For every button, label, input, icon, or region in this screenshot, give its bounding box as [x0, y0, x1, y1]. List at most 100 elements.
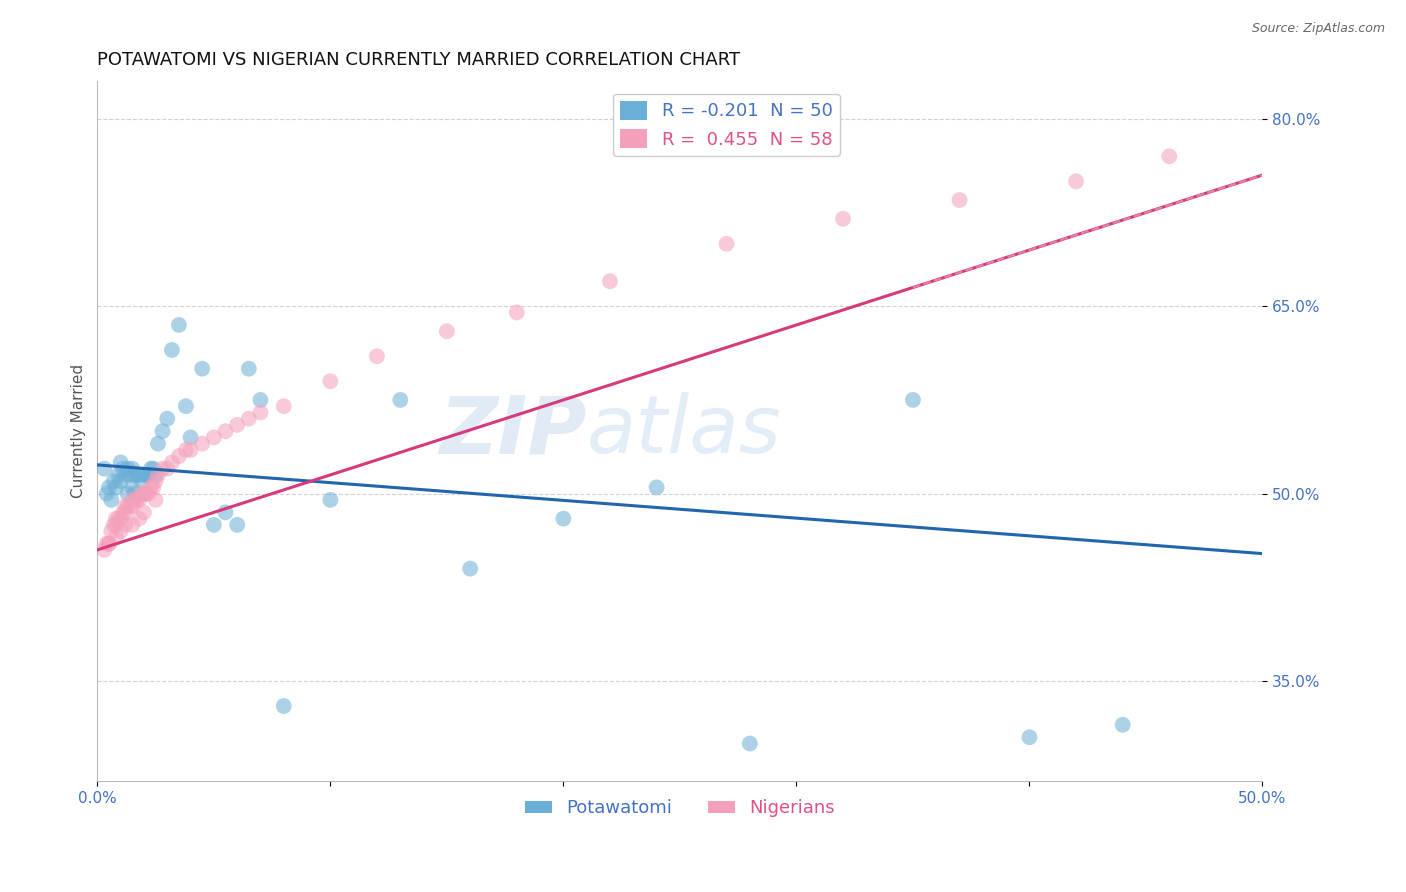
Point: [389, 392, 412, 407]
Text: Source: ZipAtlas.com: Source: ZipAtlas.com: [1251, 22, 1385, 36]
Point: [160, 455, 183, 469]
Point: [152, 424, 174, 438]
Point: [553, 511, 575, 525]
Point: [93, 461, 115, 475]
Point: [104, 511, 127, 525]
Point: [167, 318, 190, 332]
Point: [131, 486, 153, 500]
Point: [174, 399, 197, 413]
Point: [121, 480, 143, 494]
Point: [180, 430, 202, 444]
Point: [98, 480, 121, 494]
Point: [128, 467, 150, 482]
Point: [121, 492, 143, 507]
Point: [1064, 174, 1087, 188]
Point: [599, 274, 621, 288]
Point: [202, 517, 225, 532]
Point: [128, 511, 150, 525]
Point: [145, 492, 167, 507]
Point: [96, 536, 118, 550]
Point: [146, 467, 169, 482]
Point: [506, 305, 529, 319]
Point: [645, 480, 668, 494]
Point: [138, 486, 160, 500]
Point: [117, 486, 139, 500]
Point: [226, 417, 249, 432]
Point: [124, 486, 146, 500]
Point: [191, 361, 214, 376]
Point: [152, 461, 174, 475]
Point: [273, 699, 295, 714]
Point: [436, 324, 458, 338]
Point: [738, 737, 761, 751]
Point: [716, 236, 738, 251]
Point: [132, 505, 155, 519]
Point: [103, 517, 125, 532]
Point: [117, 499, 139, 513]
Point: [249, 392, 271, 407]
Y-axis label: Currently Married: Currently Married: [72, 364, 86, 499]
Point: [160, 343, 183, 357]
Point: [110, 474, 132, 488]
Point: [118, 467, 141, 482]
Point: [167, 449, 190, 463]
Point: [145, 474, 167, 488]
Point: [104, 517, 127, 532]
Legend: Potawatomi, Nigerians: Potawatomi, Nigerians: [517, 792, 842, 824]
Point: [142, 461, 165, 475]
Point: [110, 524, 132, 538]
Point: [249, 405, 271, 419]
Point: [100, 492, 122, 507]
Point: [124, 467, 146, 482]
Point: [214, 424, 236, 438]
Point: [202, 430, 225, 444]
Point: [110, 511, 132, 525]
Point: [124, 492, 146, 507]
Point: [107, 511, 129, 525]
Point: [111, 461, 134, 475]
Point: [1018, 731, 1040, 745]
Point: [114, 467, 136, 482]
Point: [132, 486, 155, 500]
Point: [125, 467, 148, 482]
Point: [458, 561, 481, 575]
Point: [135, 467, 157, 482]
Point: [103, 474, 125, 488]
Point: [121, 499, 143, 513]
Text: ZIP: ZIP: [439, 392, 586, 470]
Point: [226, 517, 249, 532]
Point: [214, 505, 236, 519]
Point: [1159, 149, 1181, 163]
Point: [121, 517, 143, 532]
Point: [96, 486, 118, 500]
Text: atlas: atlas: [586, 392, 782, 470]
Text: POTAWATOMI VS NIGERIAN CURRENTLY MARRIED CORRELATION CHART: POTAWATOMI VS NIGERIAN CURRENTLY MARRIED…: [97, 51, 741, 69]
Point: [156, 461, 179, 475]
Point: [319, 374, 342, 388]
Point: [139, 480, 162, 494]
Point: [114, 505, 136, 519]
Point: [104, 480, 127, 494]
Point: [366, 349, 388, 363]
Point: [191, 436, 214, 450]
Point: [118, 499, 141, 513]
Point: [111, 505, 134, 519]
Point: [135, 486, 157, 500]
Point: [146, 436, 169, 450]
Point: [93, 542, 115, 557]
Point: [117, 461, 139, 475]
Point: [98, 536, 121, 550]
Point: [139, 461, 162, 475]
Point: [132, 467, 155, 482]
Point: [948, 193, 970, 207]
Point: [138, 467, 160, 482]
Point: [238, 411, 260, 425]
Point: [110, 455, 132, 469]
Point: [128, 492, 150, 507]
Point: [131, 474, 153, 488]
Point: [273, 399, 295, 413]
Point: [238, 361, 260, 376]
Point: [180, 442, 202, 457]
Point: [156, 411, 179, 425]
Point: [125, 492, 148, 507]
